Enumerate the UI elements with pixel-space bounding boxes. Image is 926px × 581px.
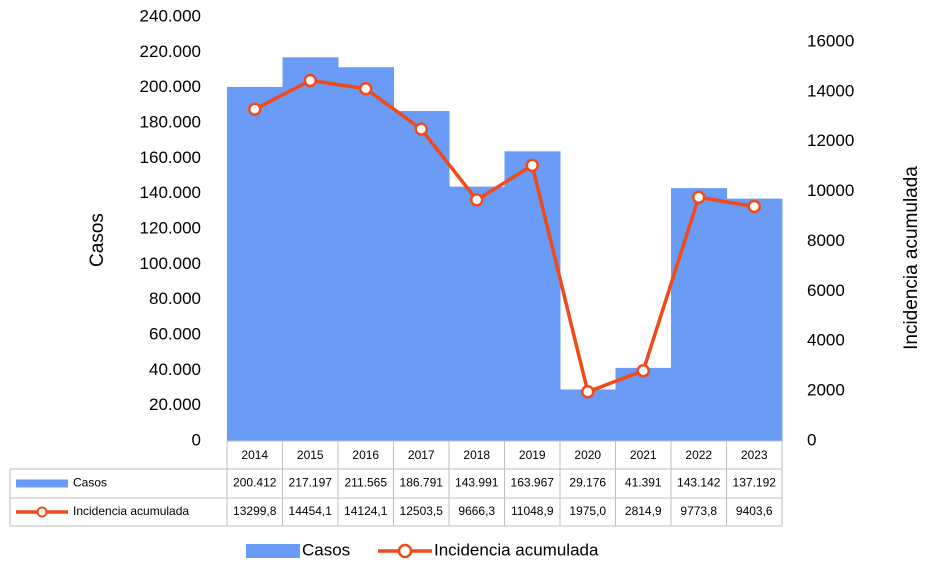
line-marker <box>248 102 262 117</box>
y2-tick-label: 16000 <box>807 31 854 50</box>
x-tick-label: 2023 <box>741 448 768 462</box>
table-value: 9773,8 <box>680 504 717 518</box>
y-tick-label: 20.000 <box>149 395 201 414</box>
table-value: 29.176 <box>569 476 606 490</box>
table-row-label: Incidencia acumulada <box>73 504 189 518</box>
y-tick-label: 200.000 <box>140 77 201 96</box>
table-value: 217.197 <box>289 476 333 490</box>
y2-tick-label: 2000 <box>807 381 845 400</box>
y-tick-label: 60.000 <box>149 324 201 343</box>
table-value: 14124,1 <box>344 504 388 518</box>
y-axis-label: Casos <box>87 213 108 267</box>
line-marker <box>470 193 484 207</box>
line <box>253 78 755 395</box>
y-tick-label: 120.000 <box>140 218 201 237</box>
bar <box>504 151 561 442</box>
bar <box>227 86 283 442</box>
line-marker <box>303 73 317 88</box>
x-tick-label: 2021 <box>630 448 657 462</box>
y2-tick-label: 8000 <box>807 231 845 250</box>
y-tick-label: 80.000 <box>149 289 201 308</box>
bar <box>615 367 672 441</box>
y2-tick-label: 12000 <box>807 131 854 150</box>
bar <box>393 111 450 441</box>
table-value: 14454,1 <box>289 504 333 518</box>
y-tick-label: 40.000 <box>149 360 201 379</box>
y2-tick-label: 0 <box>807 430 816 449</box>
bar <box>726 198 783 441</box>
line-marker <box>747 199 761 214</box>
legend-label: Incidencia acumulada <box>434 540 599 559</box>
bar <box>338 67 394 441</box>
legend-key <box>397 543 413 559</box>
y-tick-label: 100.000 <box>140 254 201 273</box>
y2-tick-label: 10000 <box>807 181 854 200</box>
table-value: 143.142 <box>677 476 721 490</box>
y-tick-label: 0 <box>192 430 201 449</box>
legend-label: Casos <box>302 540 350 559</box>
line-marker <box>359 81 373 96</box>
x-tick-label: 2017 <box>408 448 435 462</box>
table-value: 200.412 <box>233 476 277 490</box>
line-marker <box>525 158 539 173</box>
y-tick-label: 220.000 <box>140 42 201 61</box>
table-value: 1975,0 <box>569 504 606 518</box>
y-tick-label: 140.000 <box>140 183 201 202</box>
table-value: 2814,9 <box>625 504 662 518</box>
line-marker <box>581 384 595 399</box>
bar <box>671 188 727 441</box>
x-tick-label: 2015 <box>297 448 324 462</box>
line-marker <box>636 364 650 378</box>
y2-tick-label: 14000 <box>807 81 854 100</box>
table-value: 41.391 <box>625 476 662 490</box>
y2-tick-label: 4000 <box>807 331 845 350</box>
table-row-label: Casos <box>73 476 107 490</box>
table-legend-key <box>36 506 48 518</box>
x-tick-label: 2014 <box>241 448 268 462</box>
table-value: 11048,9 <box>511 504 554 518</box>
table-value: 9666,3 <box>458 504 495 518</box>
x-tick-label: 2019 <box>519 448 546 462</box>
y-tick-label: 240.000 <box>140 6 201 25</box>
x-tick-label: 2016 <box>352 448 379 462</box>
line-marker <box>414 122 428 136</box>
legend-key <box>246 544 300 558</box>
table-value: 137.192 <box>733 476 777 490</box>
y2-axis-label: Incidencia acumulada <box>901 166 922 350</box>
y2-tick-label: 6000 <box>807 281 845 300</box>
table-value: 143.991 <box>455 476 499 490</box>
y-tick-label: 160.000 <box>140 148 201 167</box>
line-marker <box>692 190 706 204</box>
table-value: 163.967 <box>511 476 555 490</box>
bar <box>282 57 339 441</box>
y-tick-label: 180.000 <box>140 112 201 131</box>
x-tick-label: 2020 <box>574 448 601 462</box>
x-tick-label: 2018 <box>463 448 490 462</box>
table-value: 211.565 <box>345 476 388 490</box>
table-value: 12503,5 <box>400 504 444 518</box>
x-tick-label: 2022 <box>685 448 712 462</box>
table-value: 9403,6 <box>736 504 773 518</box>
bar <box>449 186 505 441</box>
table-value: 186.791 <box>400 476 444 490</box>
table-value: 13299,8 <box>233 504 277 518</box>
table-legend-key <box>16 479 68 488</box>
